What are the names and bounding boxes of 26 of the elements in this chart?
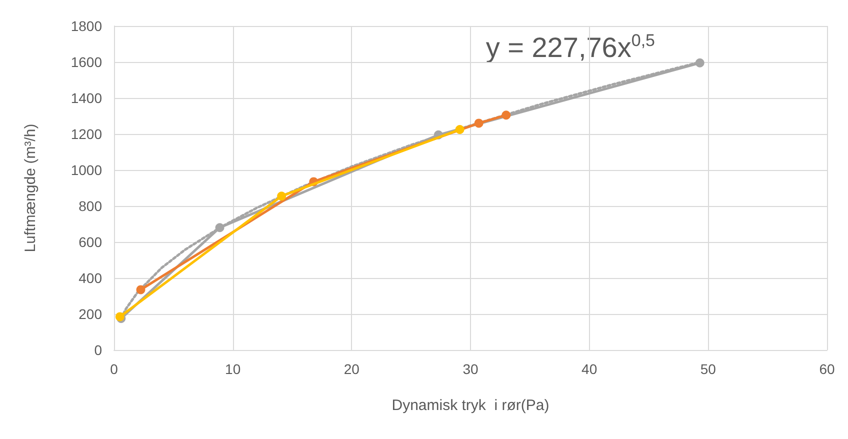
x-tick-label: 60 [819, 361, 835, 377]
point [455, 125, 464, 134]
point [502, 110, 511, 120]
x-axis-title: Dynamisk tryk i rør(Pa) [392, 397, 550, 414]
y-tick-label: 400 [78, 270, 102, 286]
y-tick-label: 600 [78, 234, 102, 250]
y-tick-label: 1800 [70, 18, 102, 34]
y-tick-label: 0 [94, 342, 102, 358]
point [277, 192, 286, 201]
x-tick-label: 20 [344, 361, 360, 377]
point [474, 118, 484, 128]
y-tick-label: 1600 [70, 54, 102, 70]
point [215, 223, 224, 232]
y-tick-label: 1200 [70, 126, 102, 142]
y-tick-label: 800 [78, 198, 102, 214]
y-tick-label: 1000 [70, 162, 102, 178]
point [136, 285, 146, 294]
x-tick-label: 10 [225, 361, 241, 377]
y-tick-label: 1400 [70, 90, 102, 106]
point [695, 58, 704, 68]
x-tick-label: 40 [582, 361, 598, 377]
x-tick-label: 50 [700, 361, 716, 377]
y-tick-label: 200 [78, 306, 102, 322]
x-tick-label: 0 [110, 361, 118, 377]
y-axis-title: Luftmængde (m³/h) [22, 124, 39, 252]
x-tick-label: 30 [462, 361, 478, 377]
